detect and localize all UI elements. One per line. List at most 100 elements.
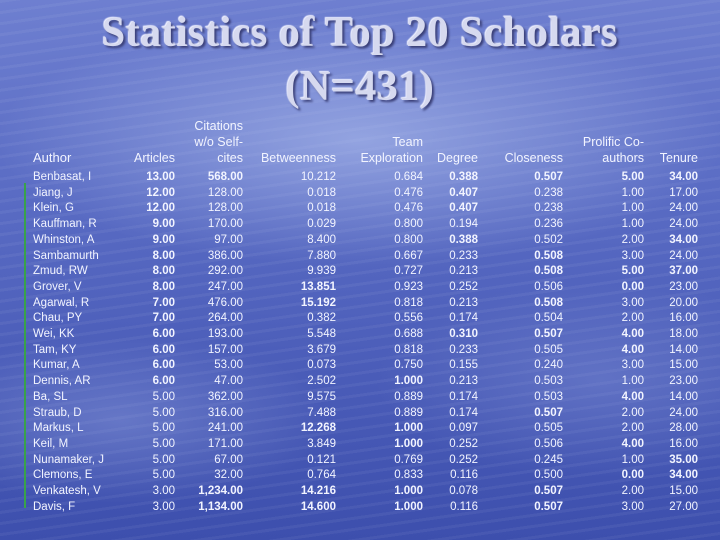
betweenness-cell: 9.939 [307, 265, 336, 278]
betweenness-cell: 5.548 [307, 328, 336, 341]
articles-cell: 6.00 [152, 375, 175, 388]
articles-cell: 3.00 [152, 500, 175, 513]
betweenness-cell: 0.018 [307, 186, 336, 199]
table-row: Grover, V 8.00 247.00 13.851 0.923 0.252 0.506… [33, 280, 698, 296]
author-name-cell: Nunamaker, J [33, 453, 104, 466]
degree-cell: 0.194 [449, 218, 478, 231]
author-name-cell: Grover, V [33, 280, 82, 293]
articles-cell: 3.00 [152, 485, 175, 498]
degree-cell: 0.116 [450, 469, 478, 482]
author-name-cell: Sambamurth [33, 249, 99, 262]
closeness-cell: 0.507 [534, 171, 563, 183]
column-header-tenure: Tenure [644, 118, 698, 170]
citations-cell: 128.00 [207, 202, 243, 215]
column-header-line [33, 118, 123, 134]
prolific-cell: 1.00 [621, 218, 644, 231]
prolific-cell: 2.00 [621, 312, 644, 325]
column-header-prolific: Prolific Co-authors [563, 118, 644, 170]
betweenness-cell: 15.192 [300, 296, 336, 309]
closeness-cell: 0.508 [534, 296, 563, 309]
column-header-articles: Articles [123, 118, 175, 170]
prolific-cell: 0.00 [621, 280, 644, 293]
degree-cell: 0.388 [449, 233, 478, 246]
articles-cell: 6.00 [152, 343, 175, 356]
closeness-cell: 0.508 [534, 265, 563, 278]
citations-cell: 241.00 [207, 422, 243, 435]
team-cell: 0.833 [394, 469, 423, 482]
column-header-line [336, 118, 423, 134]
tenure-cell: 24.00 [669, 218, 698, 231]
citations-cell: 316.00 [207, 406, 243, 419]
slide-title: Statistics of Top 20 Scholars (N=431) [0, 6, 720, 114]
author-name-cell: Whinston, A [33, 233, 95, 246]
team-cell: 0.476 [394, 202, 423, 215]
articles-cell: 13.00 [146, 171, 175, 183]
tenure-cell: 27.00 [669, 500, 698, 513]
closeness-cell: 0.504 [534, 312, 563, 325]
team-cell: 1.000 [394, 500, 423, 513]
author-name-cell: Klein, G [33, 202, 74, 215]
closeness-cell: 0.507 [534, 406, 563, 419]
citations-cell: 157.00 [207, 343, 243, 356]
betweenness-cell: 10.212 [300, 171, 336, 183]
degree-cell: 0.213 [449, 375, 478, 388]
articles-cell: 5.00 [152, 453, 175, 466]
degree-cell: 0.213 [449, 265, 478, 278]
articles-cell: 12.00 [146, 202, 175, 215]
table-row: Klein, G 12.00 128.00 0.018 0.476 0.407 0.238 1… [33, 201, 698, 217]
closeness-cell: 0.506 [534, 437, 563, 450]
degree-cell: 0.174 [449, 406, 478, 419]
degree-cell: 0.213 [449, 296, 478, 309]
accent-bar [24, 183, 26, 508]
closeness-cell: 0.503 [534, 375, 563, 388]
prolific-cell: 3.00 [621, 249, 644, 262]
table-row: Ba, SL 5.00 362.00 9.575 0.889 0.174 0.503 4.00… [33, 390, 698, 406]
tenure-cell: 16.00 [669, 312, 698, 325]
table-row: Davis, F 3.00 1,134.00 14.600 1.000 0.116 0.50… [33, 500, 698, 516]
betweenness-cell: 0.029 [307, 218, 336, 231]
citations-cell: 1,134.00 [198, 500, 243, 513]
column-header-line: Tenure [659, 151, 698, 165]
team-cell: 0.556 [394, 312, 423, 325]
articles-cell: 9.00 [152, 218, 175, 231]
closeness-cell: 0.502 [534, 233, 563, 246]
tenure-cell: 18.00 [669, 328, 698, 341]
betweenness-cell: 0.764 [307, 469, 336, 482]
author-name-cell: Keil, M [33, 437, 69, 450]
citations-cell: 1,234.00 [198, 485, 243, 498]
tenure-cell: 34.00 [669, 469, 698, 482]
tenure-cell: 15.00 [669, 359, 698, 372]
articles-cell: 6.00 [152, 359, 175, 372]
table-row: Kumar, A 6.00 53.00 0.073 0.750 0.155 0.240 3.0… [33, 358, 698, 374]
prolific-cell: 1.00 [621, 375, 644, 388]
degree-cell: 0.233 [449, 343, 478, 356]
closeness-cell: 0.236 [534, 218, 563, 231]
team-cell: 0.667 [394, 249, 423, 262]
degree-cell: 0.252 [449, 437, 478, 450]
column-header-line [123, 134, 175, 150]
degree-cell: 0.155 [449, 359, 478, 372]
betweenness-cell: 8.400 [307, 233, 336, 246]
tenure-cell: 23.00 [669, 280, 698, 293]
articles-cell: 5.00 [152, 422, 175, 435]
closeness-cell: 0.505 [534, 343, 563, 356]
table-row: Nunamaker, J 5.00 67.00 0.121 0.769 0.252 0.24… [33, 453, 698, 469]
tenure-cell: 14.00 [669, 343, 698, 356]
betweenness-cell: 0.073 [307, 359, 336, 372]
citations-cell: 362.00 [207, 390, 243, 403]
column-header-author: Author [33, 118, 123, 170]
team-cell: 0.688 [394, 328, 423, 341]
column-header-line: Prolific Co- [582, 135, 644, 149]
citations-cell: 67.00 [214, 453, 243, 466]
prolific-cell: 5.00 [621, 171, 644, 183]
articles-cell: 8.00 [152, 280, 175, 293]
team-cell: 0.684 [394, 171, 423, 183]
column-header-closeness: Closeness [478, 118, 563, 170]
author-name-cell: Markus, L [33, 422, 84, 435]
tenure-cell: 24.00 [669, 249, 698, 262]
column-header-line: Closeness [504, 151, 563, 165]
closeness-cell: 0.508 [534, 249, 563, 262]
betweenness-cell: 0.018 [307, 202, 336, 215]
tenure-cell: 28.00 [669, 422, 698, 435]
articles-cell: 7.00 [152, 296, 175, 309]
